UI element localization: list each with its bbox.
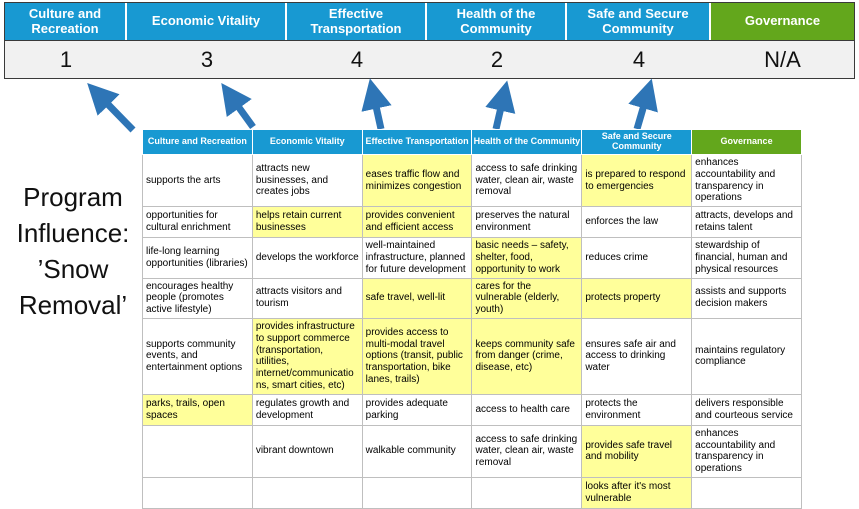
program-title-line: Program: [23, 182, 123, 212]
table-cell: vibrant downtown: [251, 424, 363, 478]
banner-category: Governance: [711, 3, 854, 40]
score-value: 3: [200, 46, 214, 72]
table-header-row: Culture and Recreation Economic Vitality E…: [142, 129, 802, 155]
table-cell: ensures safe air and access to drinking …: [581, 317, 693, 395]
table-row: life-long learning opportunities (librar…: [142, 237, 802, 279]
program-title-line: ’Snow: [37, 253, 109, 284]
table-cell: [361, 476, 473, 509]
influence-matrix: Culture and Recreation Economic Vitality E…: [142, 129, 802, 509]
column-header: Health of the Community: [471, 129, 583, 155]
table-cell: access to health care: [471, 393, 583, 426]
table-cell: enforces the law: [581, 206, 693, 239]
table-cell: supports the arts: [142, 153, 253, 208]
column-header: Effective Transportation: [361, 129, 473, 155]
table-cell: encourages healthy people (promotes acti…: [142, 277, 253, 319]
table-row: parks, trails, open spaces regulates grow…: [142, 393, 802, 426]
up-arrow-icon: [361, 78, 392, 130]
table-cell: preserves the natural environment: [471, 206, 583, 239]
table-cell: keeps community safe from danger (crime,…: [471, 317, 583, 395]
table-row: supports the arts attracts new businesses…: [142, 153, 802, 208]
table-cell: looks after it's most vulnerable: [581, 476, 693, 509]
table-cell: reduces crime: [581, 237, 693, 279]
table-cell: stewardship of financial, human and phys…: [691, 237, 802, 279]
table-cell: develops the workforce: [251, 237, 363, 279]
score-value: 4: [350, 46, 364, 72]
table-cell: regulates growth and development: [251, 393, 363, 426]
table-cell: delivers responsible and courteous servi…: [691, 393, 802, 426]
table-row: opportunities for cultural enrichment hel…: [142, 206, 802, 239]
table-cell: is prepared to respond to emergencies: [581, 153, 693, 208]
score-banner: Culture and Recreation Economic Vitality E…: [4, 2, 855, 79]
table-cell: [142, 424, 253, 478]
table-cell: safe travel, well-lit: [361, 277, 473, 319]
table-cell: attracts, develops and retains talent: [691, 206, 802, 239]
table-cell: attracts visitors and tourism: [251, 277, 363, 319]
table-cell: enhances accountability and transparency…: [691, 153, 802, 208]
program-title: Program Influence: ’Snow Removal’: [0, 180, 146, 324]
table-cell: parks, trails, open spaces: [142, 393, 253, 426]
table-cell: attracts new businesses, and creates job…: [251, 153, 363, 208]
banner-category: Health of the Community: [427, 3, 567, 40]
table-cell: opportunities for cultural enrichment: [142, 206, 253, 239]
table-cell: eases traffic flow and minimizes congest…: [361, 153, 473, 208]
table-row: looks after it's most vulnerable: [142, 476, 802, 509]
up-arrow-icon: [221, 83, 256, 130]
up-arrow-icon: [628, 78, 658, 130]
up-arrow-icon: [87, 82, 136, 133]
score-value: 2: [490, 46, 504, 72]
program-title-line: Influence:: [16, 217, 130, 248]
table-cell: provides convenient and efficient access: [361, 206, 473, 239]
table-cell: well-maintained infrastructure, planned …: [361, 237, 473, 279]
matrix-body: supports the arts attracts new businesses…: [142, 153, 802, 509]
banner-category: Culture and Recreation: [5, 3, 127, 40]
table-cell: provides adequate parking: [361, 393, 473, 426]
banner-category: Safe and Secure Community: [567, 3, 711, 40]
table-cell: walkable community: [361, 424, 473, 478]
table-cell: life-long learning opportunities (librar…: [142, 237, 253, 279]
table-cell: access to safe drinking water, clean air…: [471, 153, 583, 208]
category-header-row: Culture and Recreation Economic Vitality E…: [5, 3, 854, 40]
matrix-header: Culture and Recreation Economic Vitality E…: [142, 129, 802, 155]
score-value: 1: [59, 46, 73, 72]
column-header: Governance: [691, 129, 802, 155]
banner-category: Effective Transportation: [287, 3, 427, 40]
column-header: Economic Vitality: [251, 129, 363, 155]
score-row: 1 3 4 2 4 N/A: [5, 40, 854, 78]
table-cell: supports community events, and entertain…: [142, 317, 253, 395]
banner-category: Economic Vitality: [127, 3, 287, 40]
score-value: N/A: [764, 46, 801, 72]
table-cell: [471, 476, 583, 509]
table-cell: protects property: [581, 277, 693, 319]
table-row: encourages healthy people (promotes acti…: [142, 277, 802, 319]
table-cell: protects the environment: [581, 393, 693, 426]
table-cell: helps retain current businesses: [251, 206, 363, 239]
table-cell: maintains regulatory compliance: [691, 317, 802, 395]
table-row: supports community events, and entertain…: [142, 317, 802, 395]
program-title-line: Removal’: [18, 289, 128, 320]
table-cell: assists and supports decision makers: [691, 277, 802, 319]
table-cell: [251, 476, 363, 509]
table-row: vibrant downtown walkable community access…: [142, 424, 802, 478]
table-cell: [142, 476, 253, 509]
score-value: 4: [632, 46, 646, 72]
table-cell: provides infrastructure to support comme…: [251, 317, 363, 395]
table-cell: cares for the vulnerable (elderly, youth…: [471, 277, 583, 319]
table-cell: provides access to multi-modal travel op…: [361, 317, 473, 395]
table-cell: [691, 476, 802, 509]
arrows-layer: [87, 78, 658, 133]
table-cell: basic needs – safety, shelter, food, opp…: [471, 237, 583, 279]
column-header: Safe and Secure Community: [581, 129, 693, 155]
table-cell: access to safe drinking water, clean air…: [471, 424, 583, 478]
table-cell: provides safe travel and mobility: [581, 424, 693, 478]
up-arrow-icon: [485, 80, 516, 130]
column-header: Culture and Recreation: [142, 129, 253, 155]
table-cell: enhances accountability and transparency…: [691, 424, 802, 478]
